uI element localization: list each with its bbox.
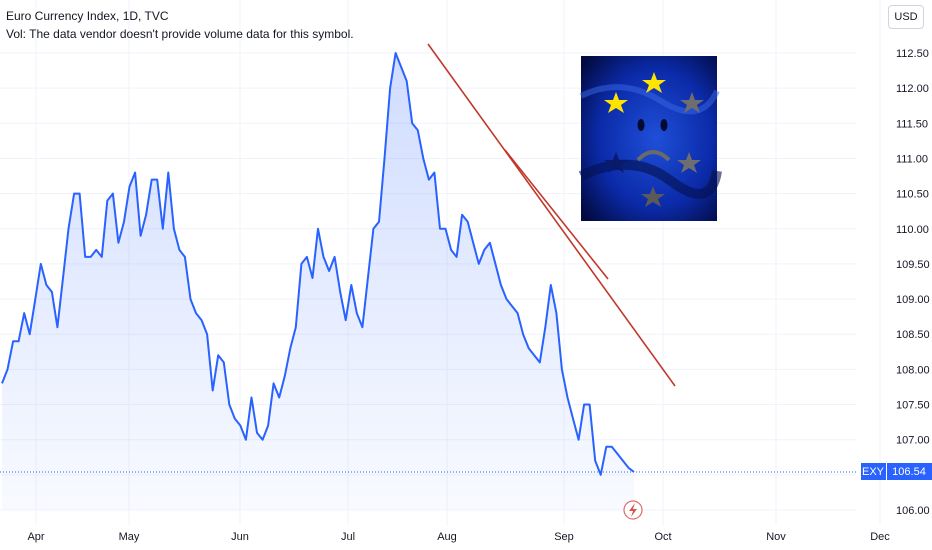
price-area-fill <box>2 53 634 510</box>
x-tick-label: Oct <box>654 531 671 543</box>
price-tag-value: 106.54 <box>892 466 926 478</box>
trendline-long[interactable] <box>427 43 676 387</box>
star-icon <box>680 92 704 113</box>
y-tick-label: 107.50 <box>896 400 930 412</box>
y-tick-label: 108.50 <box>896 329 930 341</box>
star-icon <box>677 152 701 173</box>
y-tick-label: 112.50 <box>896 48 929 60</box>
eu-flag-sad-face-image <box>578 56 722 221</box>
star-icon <box>641 186 665 207</box>
y-tick-label: 111.00 <box>896 153 928 165</box>
y-tick-label: 107.00 <box>896 435 930 447</box>
star-icon <box>604 152 628 173</box>
x-tick-label: Apr <box>27 531 44 543</box>
x-tick-label: Jun <box>231 531 249 543</box>
lightning-event-icon <box>629 503 637 517</box>
x-tick-label: Nov <box>766 531 786 543</box>
x-tick-label: Dec <box>870 531 890 543</box>
chart-title: Euro Currency Index, 1D, TVC <box>6 9 169 23</box>
y-tick-label: 109.50 <box>896 259 930 271</box>
y-tick-label: 108.00 <box>896 364 930 376</box>
x-tick-label: Jul <box>341 531 355 543</box>
x-tick-label: Aug <box>437 531 457 543</box>
price-tag-symbol: EXY <box>862 466 885 478</box>
price-tag: EXY 106.54 <box>861 463 932 480</box>
y-tick-label: 111.50 <box>896 118 928 130</box>
volume-note: Vol: The data vendor doesn't provide vol… <box>6 27 354 41</box>
y-tick-label: 112.00 <box>896 83 929 95</box>
x-axis: Apr May Jun Jul Aug Sep Oct Nov Dec <box>27 531 890 543</box>
y-axis: 106.00106.50107.00107.50108.00108.50109.… <box>896 48 930 517</box>
trendline-short[interactable] <box>504 149 609 280</box>
x-tick-label: May <box>119 531 140 543</box>
events-lightning-button[interactable] <box>623 500 643 520</box>
currency-button[interactable]: USD <box>888 5 924 29</box>
star-icon <box>642 72 666 93</box>
x-tick-label: Sep <box>554 531 574 543</box>
y-tick-label: 106.00 <box>896 505 930 517</box>
y-tick-label: 110.00 <box>896 224 929 236</box>
y-tick-label: 109.00 <box>896 294 930 306</box>
price-line <box>1 52 635 476</box>
star-icon <box>604 92 628 113</box>
y-tick-label: 110.50 <box>896 189 929 201</box>
